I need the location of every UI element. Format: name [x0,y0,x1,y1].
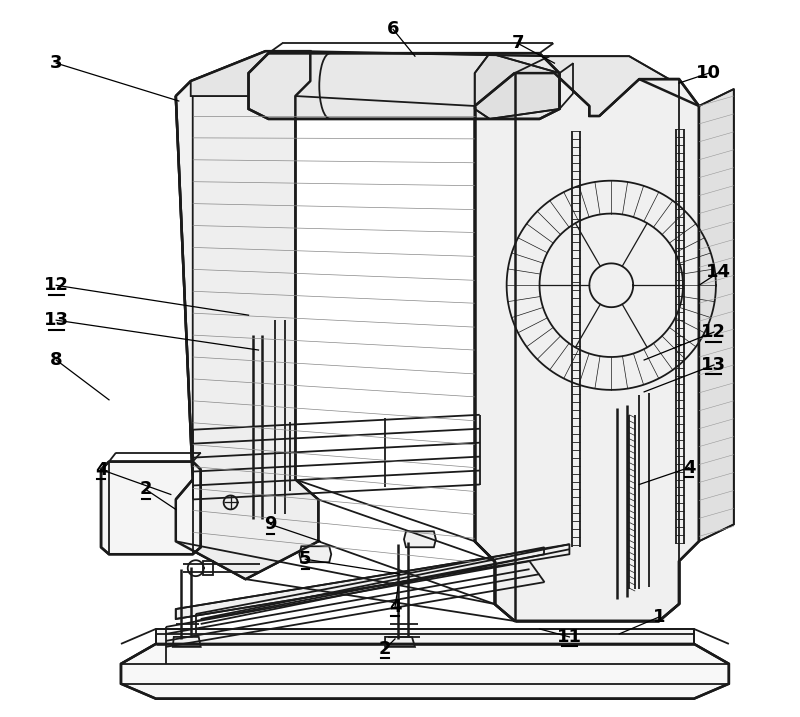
Text: 13: 13 [702,356,726,374]
Text: 4: 4 [682,459,695,477]
Polygon shape [474,73,699,621]
Text: 2: 2 [379,640,391,658]
Text: 3: 3 [50,54,62,72]
Polygon shape [156,629,694,644]
Text: 4: 4 [389,598,402,616]
Text: 2: 2 [140,480,152,498]
Text: 4: 4 [94,460,107,478]
Polygon shape [176,51,318,579]
Polygon shape [249,53,559,119]
Text: 8: 8 [50,351,62,369]
Polygon shape [101,462,201,554]
Polygon shape [699,89,734,541]
Text: 14: 14 [706,263,731,281]
Text: 11: 11 [557,628,582,646]
Text: 12: 12 [702,323,726,341]
Text: 13: 13 [44,311,69,329]
Polygon shape [190,51,310,96]
Polygon shape [173,637,201,647]
Polygon shape [121,644,729,698]
Text: 10: 10 [697,64,722,82]
Polygon shape [299,546,331,562]
Text: 9: 9 [264,516,277,533]
Polygon shape [514,56,669,116]
Polygon shape [176,96,318,579]
Polygon shape [176,544,570,619]
Polygon shape [474,53,559,119]
Polygon shape [404,531,436,547]
Polygon shape [202,561,213,575]
Text: 12: 12 [44,276,69,294]
Text: 6: 6 [386,20,399,38]
Text: 5: 5 [299,550,311,568]
Polygon shape [385,637,415,647]
Text: 7: 7 [511,34,524,52]
Text: 1: 1 [653,608,666,626]
